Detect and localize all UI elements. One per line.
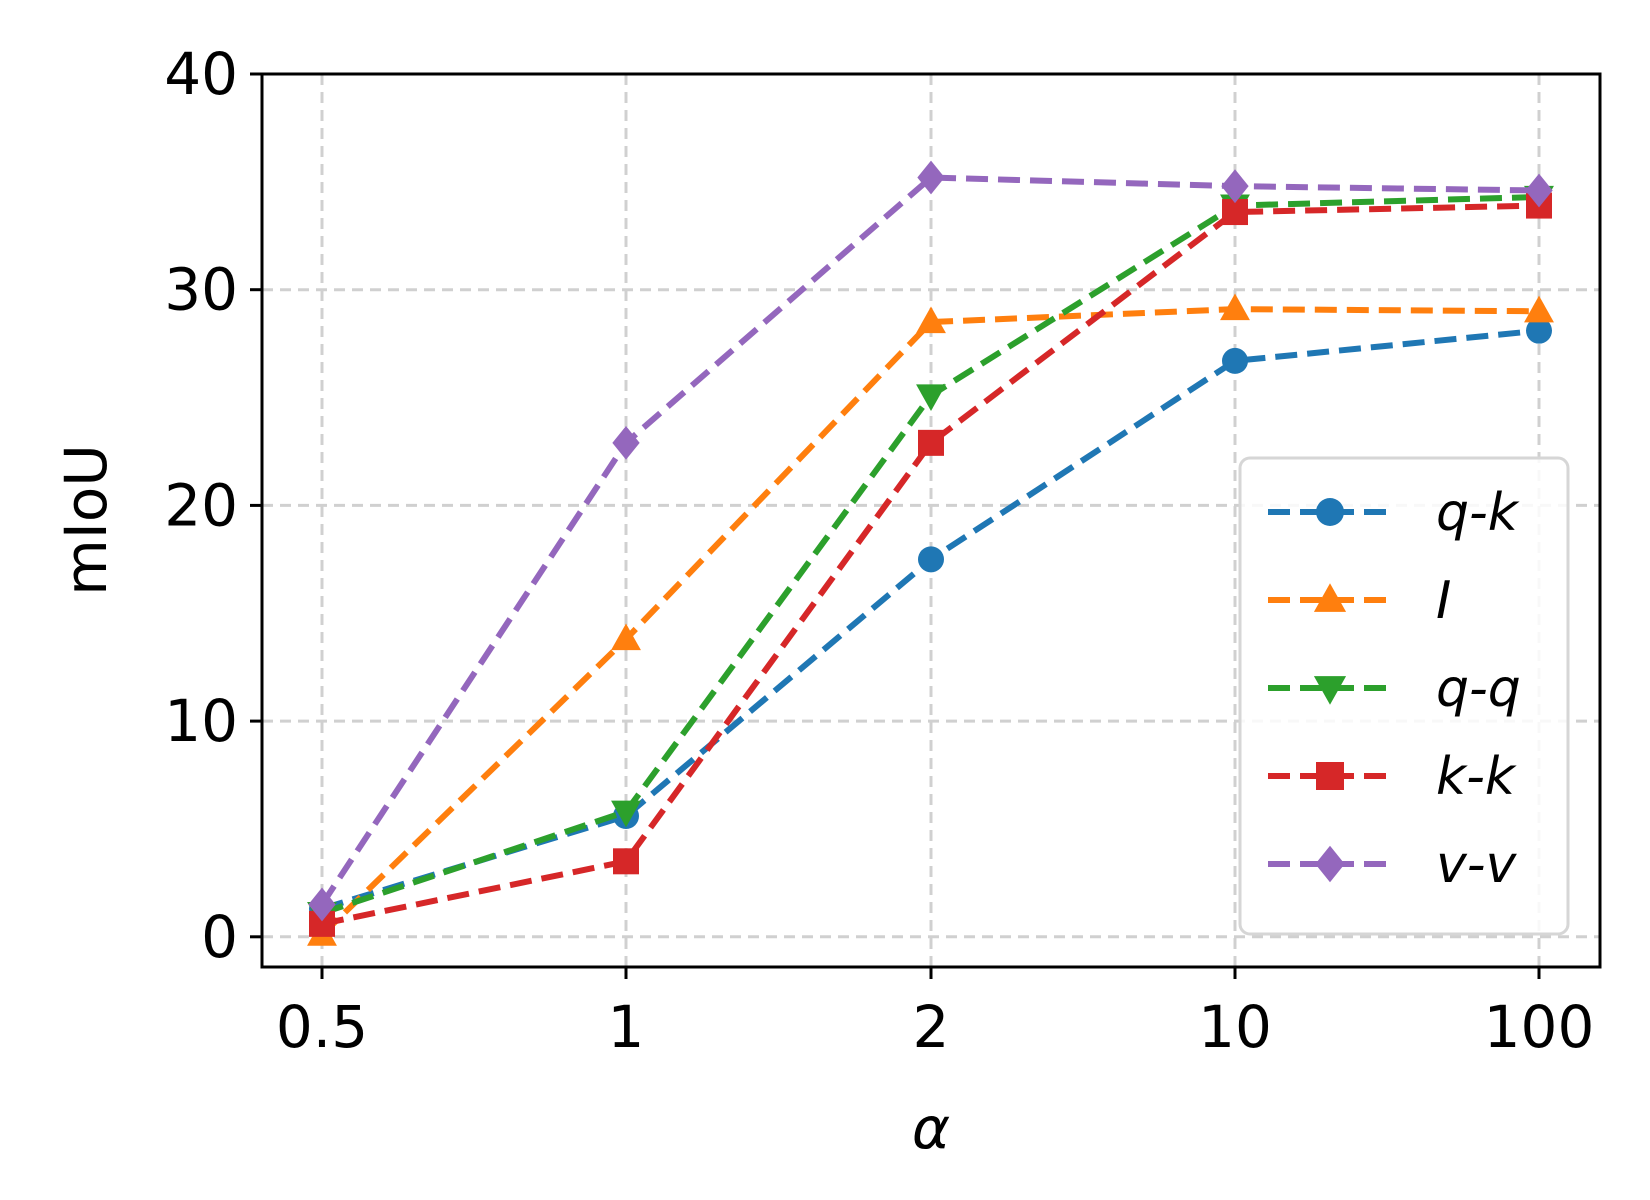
data-point <box>612 425 640 460</box>
data-point <box>917 160 945 195</box>
series-line <box>321 202 1540 927</box>
data-point <box>308 887 336 922</box>
x-tick-label: 0.5 <box>276 993 368 1061</box>
y-axis-label: mIoU <box>52 444 120 596</box>
y-tick-label: 40 <box>164 40 238 108</box>
legend-item: v-v <box>1268 835 1518 895</box>
series-line <box>319 174 1540 907</box>
data-point <box>1525 173 1553 208</box>
data-point <box>613 848 639 875</box>
legend-box <box>1238 456 1570 936</box>
data-point <box>916 384 946 411</box>
data-point <box>611 623 641 651</box>
x-tick-label: 2 <box>913 993 950 1061</box>
legend: q-k Iq-q k-k v-v <box>1238 456 1570 936</box>
series-line <box>319 306 1540 937</box>
legend-label: q-k <box>1436 483 1520 543</box>
y-tick-label: 20 <box>164 471 238 539</box>
legend-item: k-k <box>1268 747 1517 807</box>
data-point <box>1222 347 1248 374</box>
data-point <box>611 800 641 828</box>
series-v-v <box>308 160 1553 922</box>
x-tick-label: 1 <box>608 993 645 1061</box>
legend-marker <box>1316 498 1344 526</box>
series-layer <box>307 160 1554 946</box>
legend-item: q-q <box>1268 659 1521 719</box>
data-point <box>1526 317 1552 344</box>
x-tick-label: 10 <box>1198 993 1272 1061</box>
data-point <box>1222 199 1248 226</box>
x-tick-label: 100 <box>1484 993 1595 1061</box>
y-tick-label: 30 <box>164 256 238 324</box>
data-point <box>1524 295 1554 323</box>
axis-ticks: 0.5 1 2 10 100 0 10 20 30 40 <box>164 40 1594 1061</box>
x-axis-label: α <box>912 1094 950 1162</box>
legend-label: k-k <box>1436 747 1517 807</box>
legend-item: q-k <box>1268 483 1520 543</box>
legend-label: I <box>1436 571 1451 631</box>
data-point <box>918 429 944 456</box>
data-point <box>1220 293 1250 321</box>
legend-label: v-v <box>1436 835 1518 895</box>
legend-marker <box>1315 845 1345 883</box>
legend-item: I <box>1268 571 1451 631</box>
y-tick-label: 0 <box>201 903 238 971</box>
data-point <box>1221 169 1249 204</box>
y-tick-label: 10 <box>164 687 238 755</box>
legend-marker <box>1316 762 1344 790</box>
data-point <box>918 546 944 573</box>
legend-label: q-q <box>1436 659 1521 719</box>
data-point <box>916 306 946 334</box>
legend-marker <box>1313 583 1347 612</box>
legend-marker <box>1313 676 1347 705</box>
